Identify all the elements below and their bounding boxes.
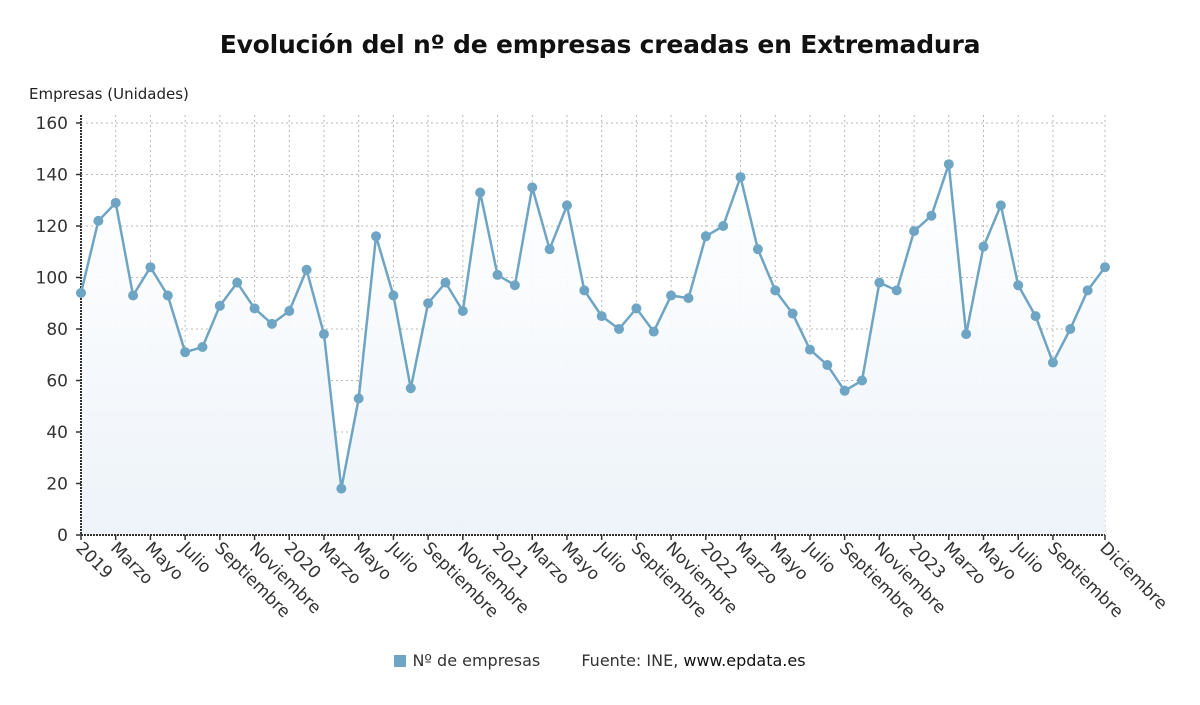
data-point bbox=[284, 305, 295, 316]
source-note: Fuente: INE, www.epdata.es bbox=[581, 651, 805, 670]
data-point bbox=[301, 264, 312, 275]
data-point bbox=[423, 298, 434, 309]
data-point bbox=[839, 385, 850, 396]
data-point bbox=[266, 318, 277, 329]
data-point bbox=[926, 210, 937, 221]
data-point bbox=[249, 303, 260, 314]
y-axis-ticks: 0 20 40 60 80 100 120 140 160 bbox=[36, 114, 81, 546]
data-point bbox=[232, 277, 243, 288]
series-line bbox=[79, 162, 1107, 490]
data-point bbox=[492, 269, 503, 280]
x-axis-ticks: 2019MarzoMayoJulioSeptiembreNoviembre202… bbox=[71, 535, 1171, 622]
legend: Nº de empresas Fuente: INE, www.epdata.e… bbox=[0, 651, 1200, 670]
data-point bbox=[440, 277, 451, 288]
y-tick-label: 120 bbox=[36, 217, 68, 237]
data-point bbox=[475, 187, 486, 198]
data-point bbox=[579, 285, 590, 296]
y-tick-label: 20 bbox=[46, 475, 68, 495]
data-point bbox=[561, 200, 572, 211]
data-point bbox=[318, 329, 329, 340]
data-point bbox=[631, 303, 642, 314]
data-point bbox=[700, 231, 711, 242]
data-point bbox=[891, 285, 902, 296]
data-point bbox=[1030, 311, 1041, 322]
data-point bbox=[961, 329, 972, 340]
data-point bbox=[787, 308, 798, 319]
data-point bbox=[1047, 357, 1058, 368]
source-link[interactable]: www.epdata.es bbox=[683, 651, 806, 670]
data-point bbox=[804, 344, 815, 355]
data-point bbox=[666, 290, 677, 301]
data-point bbox=[614, 324, 625, 334]
data-point bbox=[718, 221, 729, 231]
data-point bbox=[596, 311, 607, 322]
data-point bbox=[110, 197, 121, 208]
data-point bbox=[1065, 324, 1076, 334]
data-point bbox=[770, 285, 781, 296]
data-point bbox=[76, 287, 86, 298]
data-point bbox=[180, 347, 191, 358]
data-point bbox=[371, 231, 382, 242]
data-point bbox=[822, 360, 833, 371]
data-point bbox=[336, 483, 347, 494]
series-markers bbox=[76, 159, 1110, 494]
y-tick-label: 40 bbox=[46, 423, 68, 443]
data-point bbox=[214, 300, 225, 311]
legend-label: Nº de empresas bbox=[412, 651, 541, 670]
source-label: Fuente: INE, bbox=[581, 651, 684, 670]
data-point bbox=[943, 159, 954, 170]
y-tick-label: 160 bbox=[36, 114, 68, 134]
x-tick-label: 2019 bbox=[71, 538, 116, 583]
y-tick-label: 80 bbox=[46, 320, 68, 340]
data-point bbox=[857, 375, 868, 386]
data-point bbox=[405, 383, 416, 394]
data-point bbox=[648, 326, 659, 337]
y-axis-label: Empresas (Unidades) bbox=[29, 85, 189, 103]
data-point bbox=[145, 262, 156, 273]
data-point bbox=[353, 393, 364, 404]
data-point bbox=[544, 244, 555, 255]
data-point bbox=[1100, 262, 1110, 273]
chart-title: Evolución del nº de empresas creadas en … bbox=[219, 30, 981, 59]
data-point bbox=[197, 342, 208, 353]
data-point bbox=[162, 290, 173, 301]
axes bbox=[80, 115, 1105, 536]
y-tick-label: 0 bbox=[57, 526, 68, 546]
data-point bbox=[1013, 280, 1024, 291]
data-point bbox=[909, 226, 920, 237]
data-point bbox=[995, 200, 1006, 211]
y-tick-label: 140 bbox=[36, 166, 68, 186]
data-point bbox=[527, 182, 538, 193]
data-point bbox=[978, 241, 989, 252]
legend-swatch bbox=[394, 655, 407, 667]
data-point bbox=[874, 277, 885, 288]
data-point bbox=[1082, 285, 1093, 296]
series-area bbox=[81, 164, 1105, 535]
y-tick-label: 60 bbox=[46, 372, 68, 392]
data-point bbox=[735, 172, 746, 183]
data-point bbox=[509, 280, 520, 291]
y-tick-label: 100 bbox=[36, 269, 68, 289]
data-point bbox=[388, 290, 399, 301]
data-point bbox=[752, 244, 763, 255]
data-point bbox=[457, 305, 468, 316]
data-point bbox=[683, 293, 694, 304]
data-point bbox=[128, 290, 139, 301]
data-point bbox=[93, 215, 104, 226]
